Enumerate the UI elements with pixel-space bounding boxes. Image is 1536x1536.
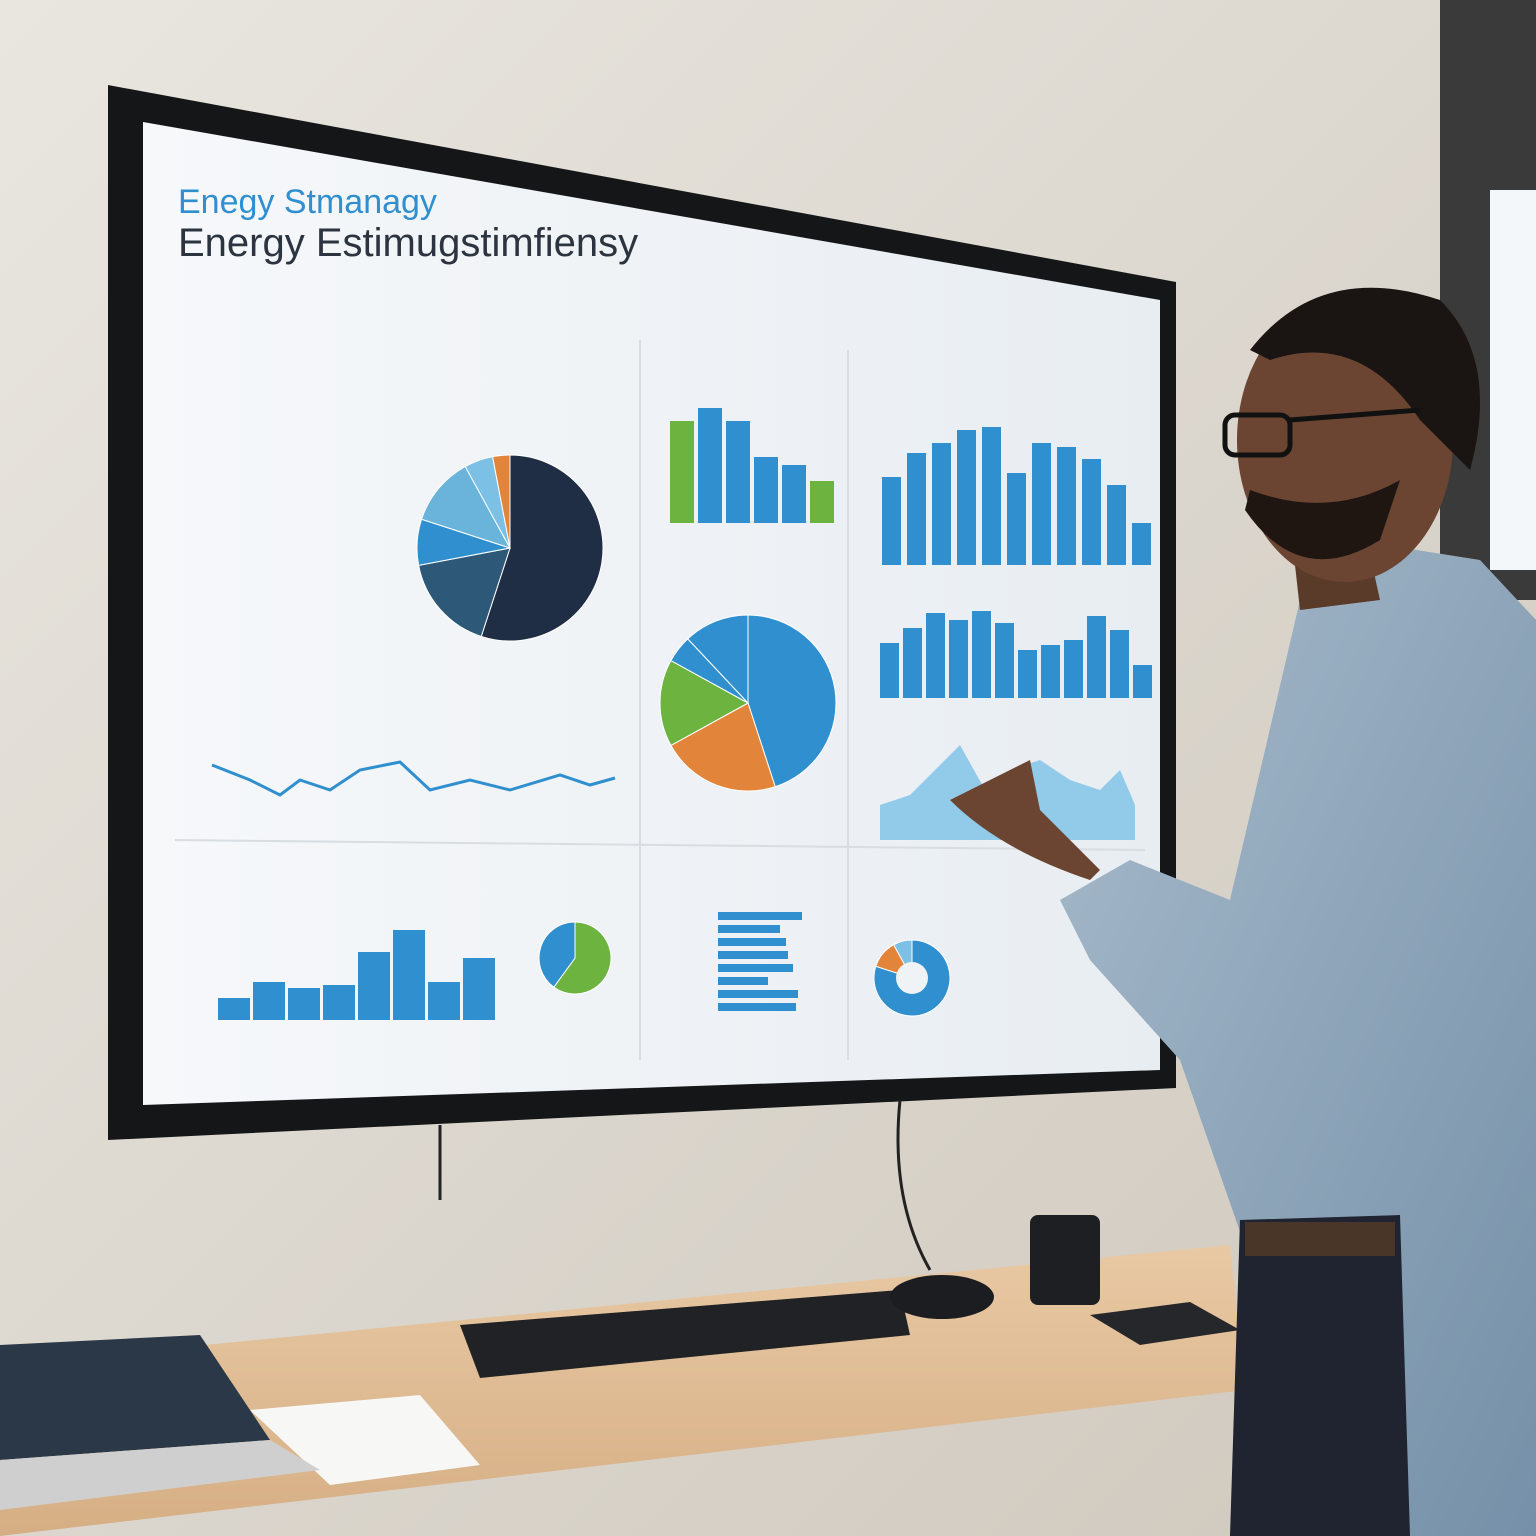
bar bbox=[670, 421, 694, 523]
bar bbox=[428, 982, 460, 1020]
tv-screen bbox=[143, 122, 1160, 1105]
bar bbox=[1041, 645, 1060, 698]
bar bbox=[218, 998, 250, 1020]
line-series bbox=[211, 760, 616, 797]
bar bbox=[323, 985, 355, 1020]
beard bbox=[1245, 480, 1400, 560]
bar bbox=[1057, 447, 1076, 565]
trousers bbox=[1230, 1215, 1410, 1536]
donut-hole bbox=[896, 962, 928, 994]
bar bbox=[972, 611, 991, 698]
pie-slice bbox=[670, 702, 776, 792]
belt bbox=[1245, 1222, 1395, 1256]
pie-slice bbox=[659, 659, 750, 747]
bar bbox=[949, 620, 968, 698]
bar bbox=[1110, 630, 1129, 698]
bar bbox=[358, 952, 390, 1020]
mug bbox=[1030, 1215, 1100, 1305]
bar bbox=[253, 982, 285, 1020]
dashboard-charts bbox=[174, 340, 1152, 1060]
bar bbox=[907, 453, 926, 565]
hbar bbox=[718, 964, 793, 972]
bar bbox=[1107, 485, 1126, 565]
bar bbox=[1018, 650, 1037, 698]
bar bbox=[1087, 616, 1106, 698]
pie-slice bbox=[747, 614, 837, 788]
pie-slice bbox=[687, 614, 749, 705]
bar bbox=[1133, 665, 1152, 698]
keyboard bbox=[460, 1290, 910, 1378]
window bbox=[1490, 190, 1536, 570]
divider bbox=[174, 839, 1146, 851]
bar bbox=[880, 643, 899, 698]
hbar bbox=[718, 912, 802, 920]
pie-slice bbox=[491, 454, 511, 549]
phone bbox=[1090, 1302, 1240, 1345]
shirt bbox=[1060, 530, 1536, 1536]
tablet-base bbox=[0, 1440, 320, 1510]
bar bbox=[926, 613, 945, 698]
hand bbox=[950, 760, 1100, 880]
bar bbox=[1032, 443, 1051, 565]
hbar bbox=[718, 990, 798, 998]
hbar bbox=[718, 925, 780, 933]
bar bbox=[288, 988, 320, 1020]
pie-slice bbox=[538, 921, 576, 988]
hbar bbox=[718, 1003, 796, 1011]
mouse bbox=[890, 1275, 994, 1319]
bar bbox=[1064, 640, 1083, 698]
bar bbox=[726, 421, 750, 523]
hbar bbox=[718, 951, 788, 959]
screen-title-main: Energy Estimugstimfiensy bbox=[178, 221, 638, 265]
person bbox=[950, 287, 1536, 1536]
bar bbox=[698, 408, 722, 523]
screen-title-top: Enegy Stmanagy bbox=[178, 183, 437, 221]
bar bbox=[1132, 523, 1151, 565]
bar bbox=[957, 430, 976, 565]
hbar bbox=[718, 977, 768, 985]
pie-slice bbox=[480, 454, 604, 642]
bar bbox=[932, 443, 951, 565]
bar bbox=[982, 427, 1001, 565]
bar bbox=[882, 477, 901, 565]
bar bbox=[754, 457, 778, 523]
bar bbox=[463, 958, 495, 1020]
bar bbox=[1007, 473, 1026, 565]
hair bbox=[1250, 287, 1480, 470]
glasses-arm bbox=[1289, 407, 1421, 423]
cable bbox=[438, 1099, 932, 1271]
bar bbox=[1082, 459, 1101, 565]
hbar bbox=[718, 938, 786, 946]
pie-slice bbox=[420, 465, 512, 549]
bar bbox=[995, 623, 1014, 698]
pie-slice bbox=[553, 921, 612, 995]
glasses bbox=[1222, 412, 1293, 458]
tablet bbox=[0, 1335, 270, 1460]
bar bbox=[782, 465, 806, 523]
bar bbox=[810, 481, 834, 523]
bar bbox=[903, 628, 922, 698]
pie-slice bbox=[418, 547, 511, 638]
bar bbox=[393, 930, 425, 1020]
